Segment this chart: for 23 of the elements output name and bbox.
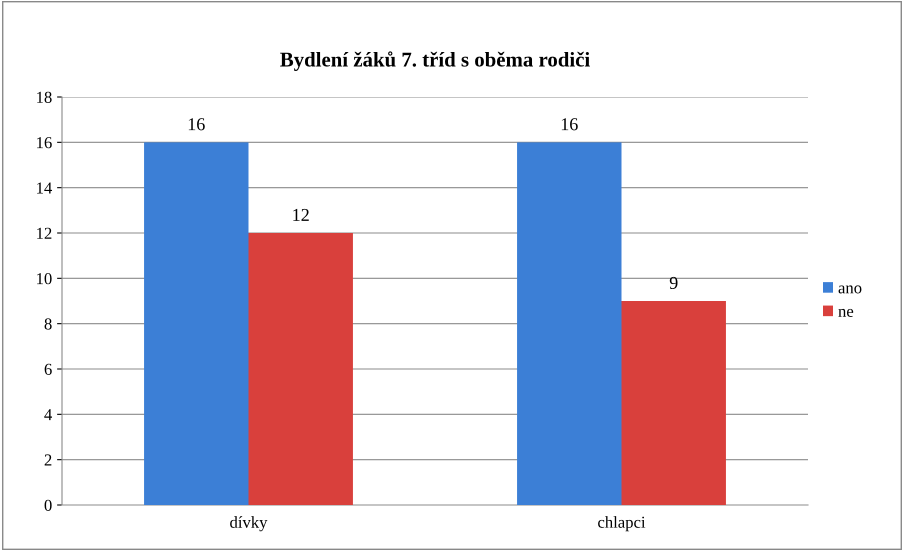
bar [517,142,622,505]
bar [622,301,726,505]
x-tick-label: chlapci [598,516,646,532]
legend-label: ne [838,308,854,317]
y-tick-label: 2 [44,454,52,466]
chart-title: Bydlení žáků 7. tříd s oběma rodiči [280,51,590,71]
y-tick-label: 18 [37,92,52,103]
y-tick-label: 6 [44,364,52,375]
data-label: 16 [188,118,205,130]
y-tick-label: 12 [37,228,52,239]
bar [248,233,353,505]
y-tick-label: 0 [44,500,52,511]
data-label: 16 [562,118,578,130]
data-label: 12 [293,208,309,221]
legend-label: ano [838,285,862,294]
y-tick-label: 16 [37,137,52,148]
y-tick-label: 14 [37,182,52,194]
y-tick-label: 10 [37,273,52,284]
bar [144,142,248,505]
data-label: 9 [670,276,678,289]
x-tick-label: dívky [230,516,268,532]
y-tick-label: 4 [44,409,52,420]
y-tick-label: 8 [44,318,52,330]
